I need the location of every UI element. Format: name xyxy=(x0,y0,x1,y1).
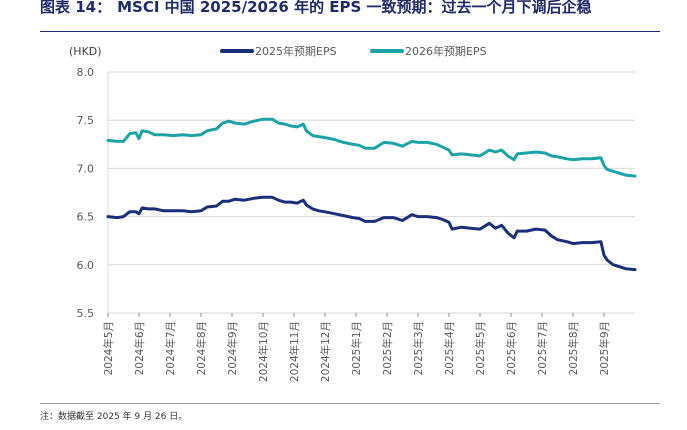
x-tick-label: 2024年6月 xyxy=(133,321,146,375)
x-tick-label: 2024年11月 xyxy=(288,321,301,382)
x-tick-label: 2024年5月 xyxy=(102,321,115,375)
x-tick-label: 2024年7月 xyxy=(164,321,177,375)
y-tick-label: 8.0 xyxy=(77,66,95,79)
x-tick-label: 2025年4月 xyxy=(443,321,456,375)
x-axis: 2024年5月 2024年6月 2024年7月 2024年8月 2024年9月 2024年… xyxy=(102,313,611,382)
x-tick-label: 2024年8月 xyxy=(195,321,208,375)
x-tick-label: 2025年1月 xyxy=(350,321,363,375)
y-tick-label: 6.0 xyxy=(77,259,95,272)
series-line-2026 xyxy=(106,117,637,178)
figure-title: 图表 14： MSCI 中国 2025/2026 年的 EPS 一致预期：过去一个… xyxy=(40,0,592,17)
x-tick-label: 2025年5月 xyxy=(474,321,487,375)
series-lines xyxy=(106,117,637,272)
y-tick-label: 7.0 xyxy=(77,162,95,175)
y-tick-label: 5.5 xyxy=(77,307,95,320)
y-axis: 8.0 7.5 7.0 6.5 6.0 5.5 xyxy=(77,66,109,320)
x-tick-label: 2025年6月 xyxy=(505,321,518,375)
legend: 2025年预期EPS 2026年预期EPS xyxy=(220,44,487,58)
x-tick-label: 2025年7月 xyxy=(536,321,549,375)
y-tick-label: 6.5 xyxy=(77,211,95,224)
y-tick-label: 7.5 xyxy=(77,114,95,127)
x-tick-label: 2024年9月 xyxy=(226,321,239,375)
x-tick-label: 2025年2月 xyxy=(381,321,394,375)
figure-number: 图表 14： xyxy=(40,0,112,16)
source-note: 注：数据截至 2025 年 9 月 26 日。 xyxy=(40,412,188,422)
x-tick-label: 2025年9月 xyxy=(598,321,611,375)
x-tick-label: 2024年12月 xyxy=(319,321,332,382)
figure-title-text: MSCI 中国 2025/2026 年的 EPS 一致预期：过去一个月下调后企稳 xyxy=(117,0,592,16)
footer-rule xyxy=(40,403,660,404)
series-line-2025 xyxy=(106,195,637,272)
x-tick-label: 2025年8月 xyxy=(567,321,580,375)
legend-label: 2026年预期EPS xyxy=(405,44,487,58)
legend-label: 2025年预期EPS xyxy=(255,44,337,58)
line-chart: 8.0 7.5 7.0 6.5 6.0 5.5 2024年5月 2024年6月 2024年7月… xyxy=(69,44,637,382)
x-tick-label: 2024年10月 xyxy=(257,321,270,382)
unit-label: (HKD) xyxy=(69,45,102,58)
x-tick-label: 2025年3月 xyxy=(412,321,425,375)
title-rule xyxy=(40,31,660,32)
gridlines xyxy=(108,71,635,314)
